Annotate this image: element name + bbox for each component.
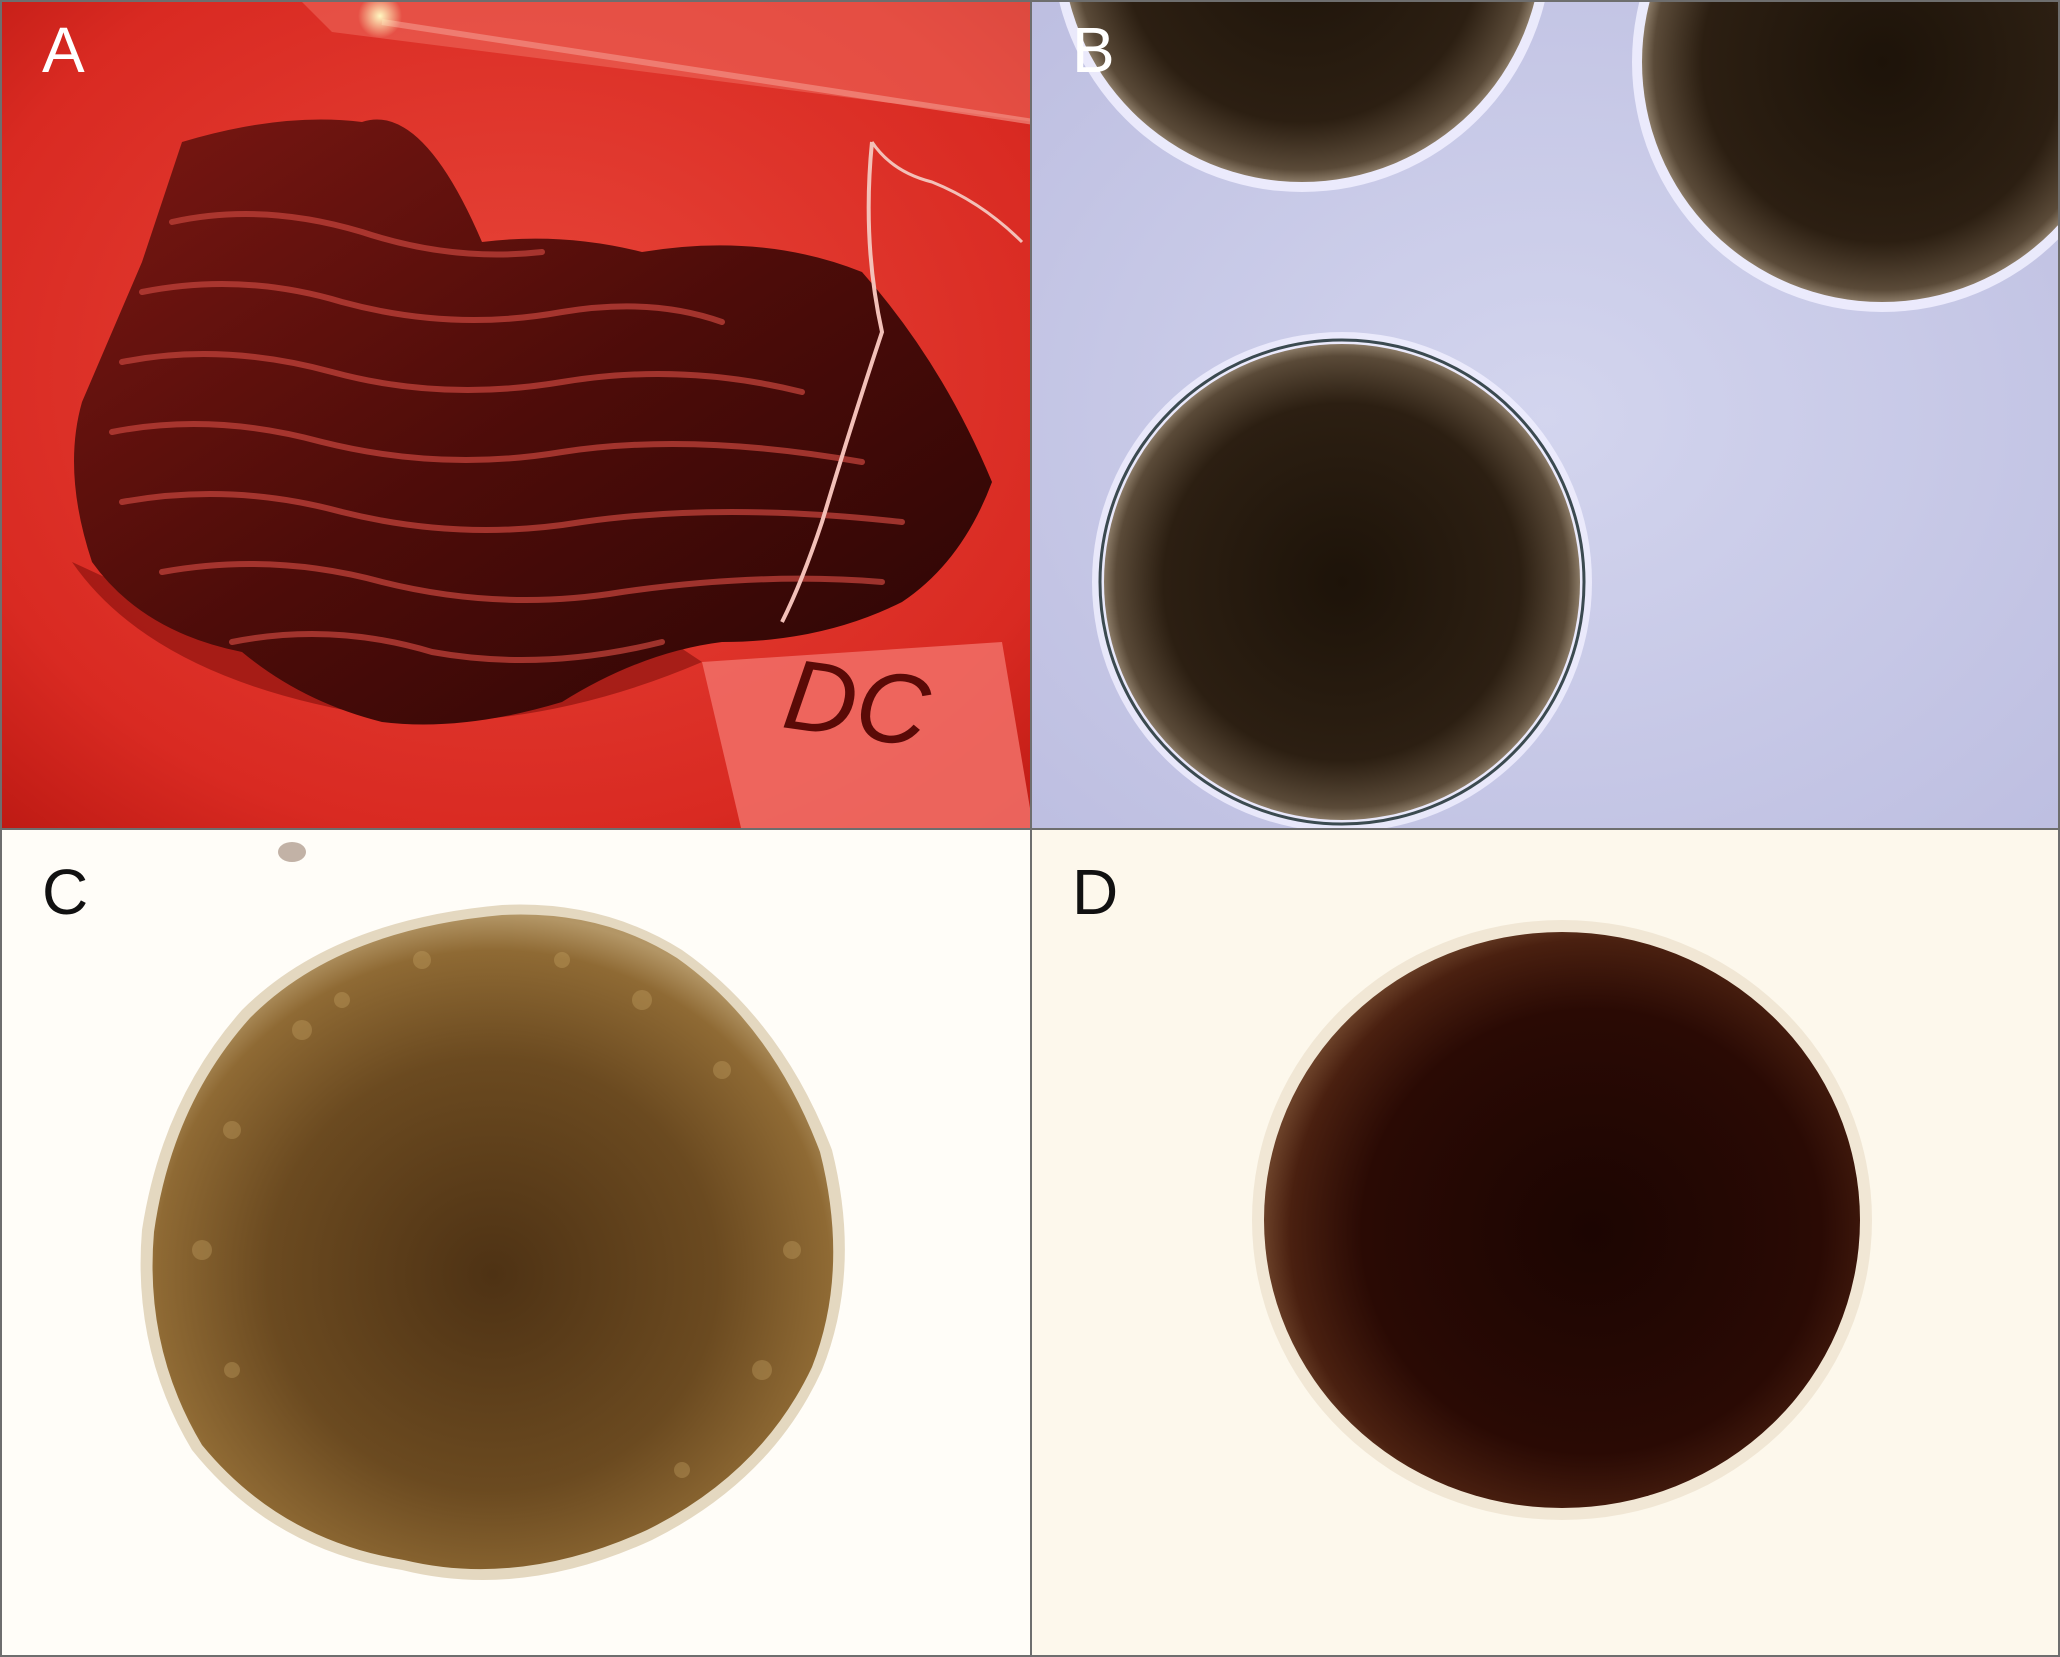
panel-b-photo	[1032, 2, 2058, 828]
panel-a: DC A	[0, 0, 1032, 830]
panel-label: B	[1072, 14, 1115, 86]
panel-d-photo	[1032, 830, 2058, 1655]
panel-label: D	[1072, 856, 1119, 928]
sample-tag-text: DC	[777, 638, 936, 769]
panel-label: A	[42, 14, 85, 86]
panel-b: B	[1030, 0, 2060, 830]
panel-a-photo: DC	[2, 2, 1030, 828]
panel-c-photo	[2, 830, 1030, 1655]
panel-c: C	[0, 828, 1032, 1657]
panel-d: D	[1030, 828, 2060, 1657]
panel-label: C	[42, 856, 89, 928]
